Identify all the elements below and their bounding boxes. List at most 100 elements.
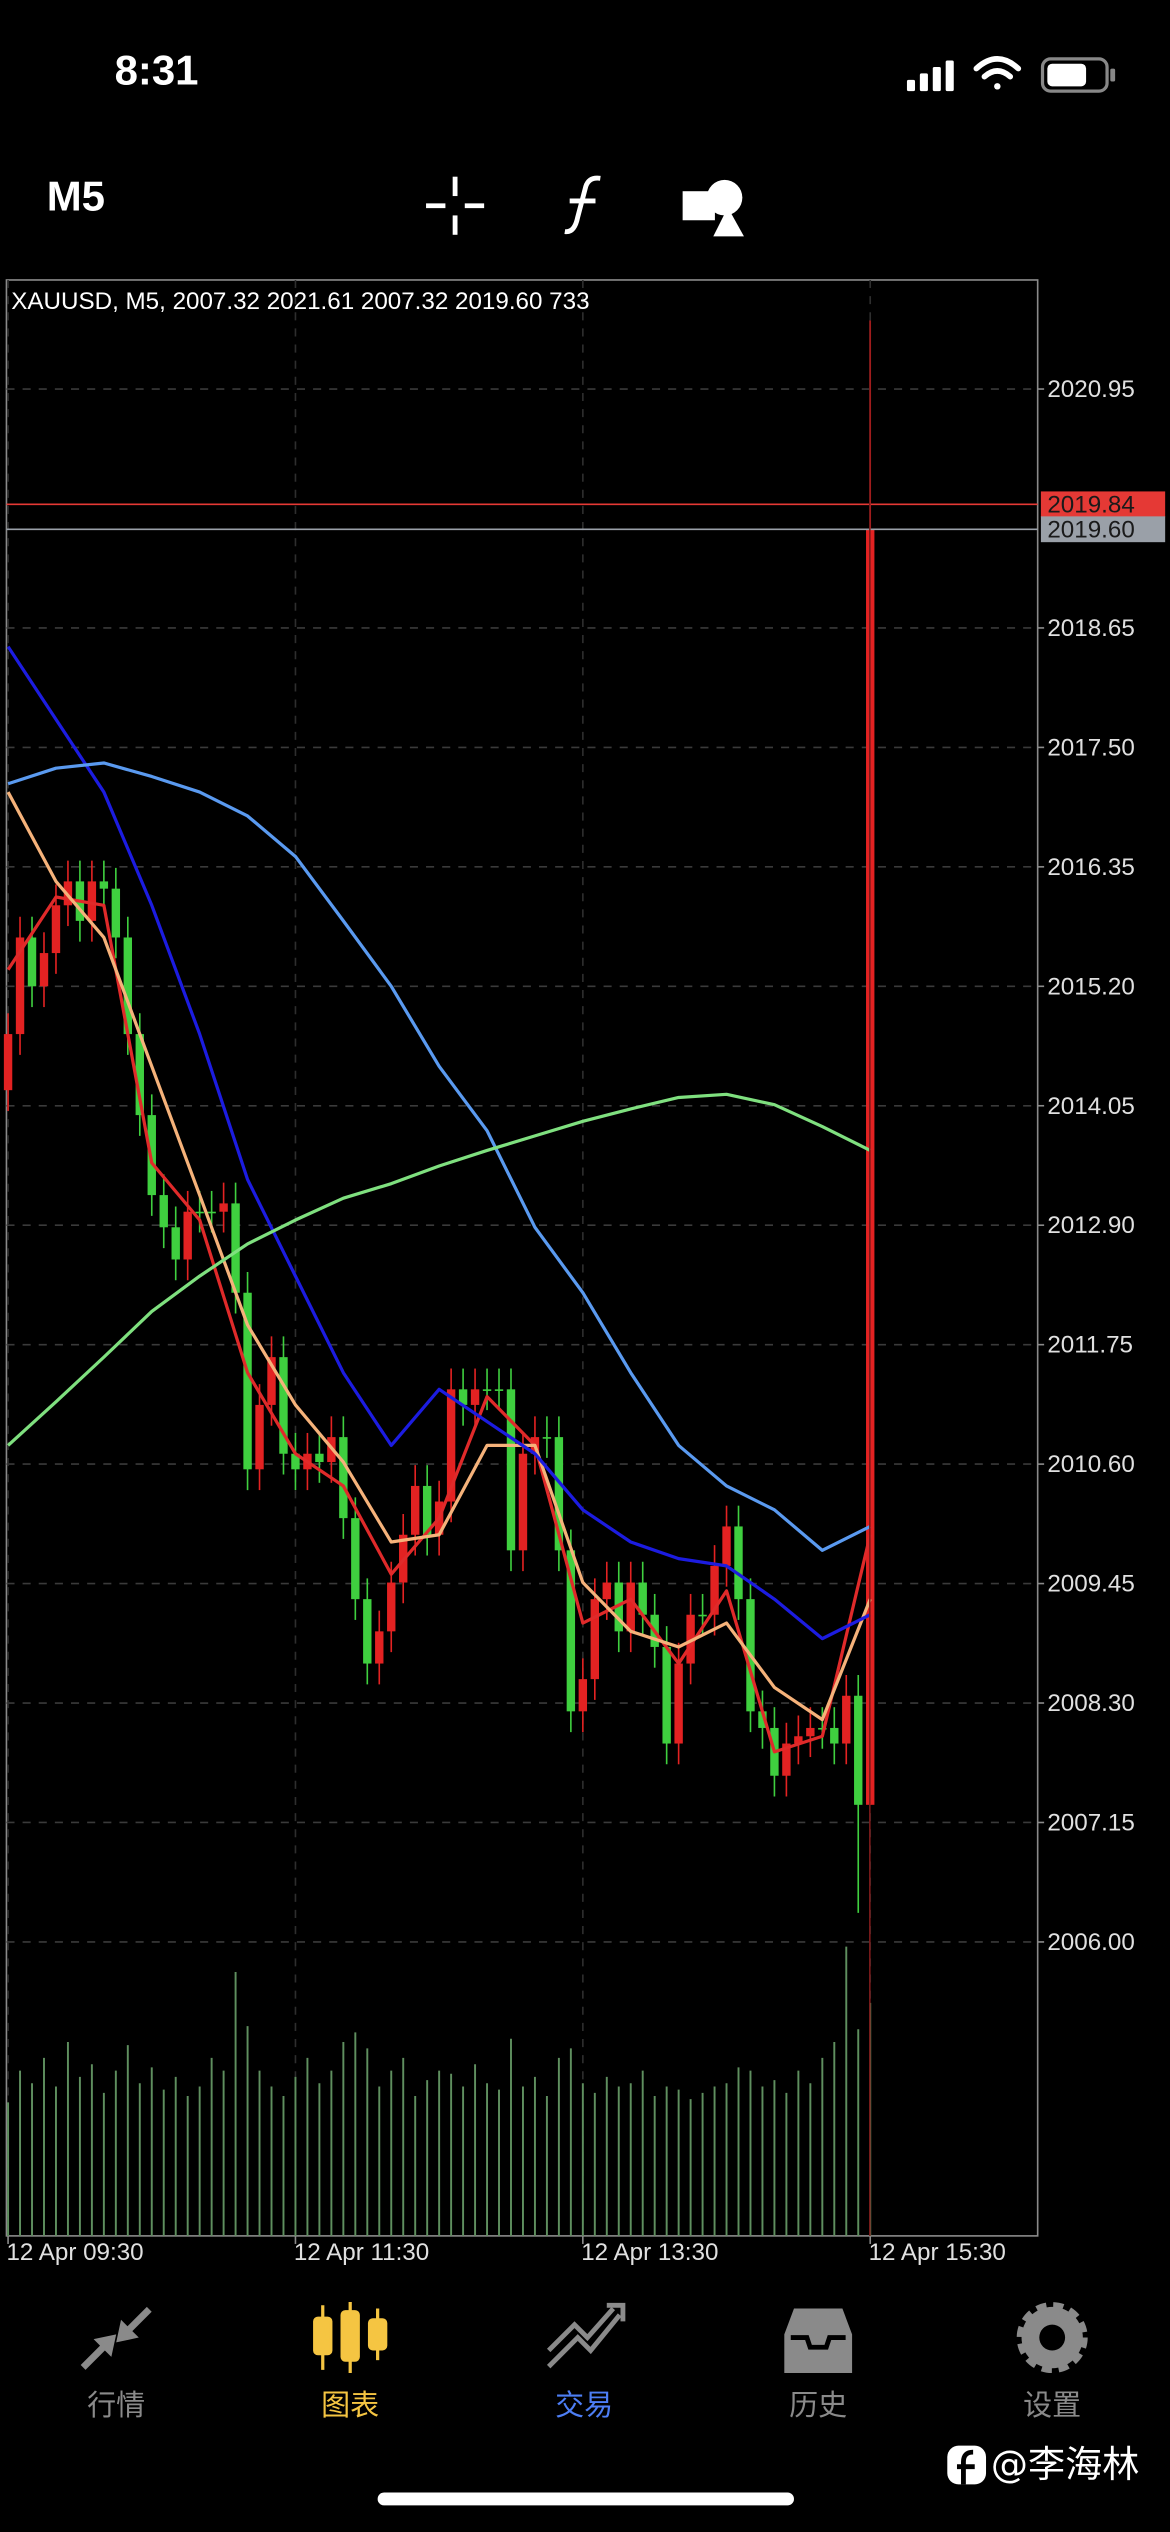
candle-body — [830, 1727, 839, 1744]
candle-body — [351, 1518, 360, 1600]
candle-body — [27, 937, 37, 987]
y-tick-label: 2016.35 — [1047, 854, 1134, 881]
y-tick-label: 2015.20 — [1047, 973, 1134, 1000]
candle-body — [782, 1743, 791, 1776]
y-tick-label: 2008.30 — [1047, 1690, 1134, 1717]
candle-body — [626, 1582, 635, 1632]
candle-body — [494, 1389, 504, 1391]
y-tick-label: 2012.90 — [1047, 1212, 1134, 1239]
status-time: 8:31 — [115, 46, 199, 93]
y-tick-label: 2014.05 — [1047, 1093, 1134, 1120]
moving-average — [6, 1092, 871, 1447]
tab-trade-icon[interactable] — [546, 2302, 626, 2369]
y-tick-label: 2018.65 — [1047, 615, 1134, 642]
candle-body — [818, 1727, 827, 1730]
candle-body — [674, 1663, 683, 1744]
tab-label[interactable]: 图表 — [321, 2388, 379, 2422]
candle-body — [638, 1582, 647, 1615]
candle-body — [267, 1357, 276, 1405]
x-tick-label: 12 Apr 09:30 — [6, 2239, 143, 2266]
moving-average — [7, 761, 871, 1552]
y-tick-label: 2010.60 — [1047, 1451, 1134, 1478]
candle-body — [315, 1453, 324, 1463]
candle-body — [698, 1614, 707, 1617]
candle-body — [518, 1453, 528, 1551]
watermark: @李海林 — [991, 2443, 1139, 2486]
candle-body — [662, 1646, 671, 1744]
candle-body — [794, 1736, 803, 1744]
candle-body — [602, 1582, 611, 1600]
candle-body — [123, 937, 133, 1035]
indicators-button[interactable] — [564, 175, 601, 235]
wifi-icon — [973, 56, 1022, 90]
candle-body — [195, 1211, 204, 1214]
tab-settings-icon[interactable] — [1016, 2302, 1088, 2374]
candle-body — [590, 1599, 600, 1680]
candle-body — [183, 1211, 192, 1260]
tab-label[interactable]: 交易 — [555, 2388, 613, 2422]
candle-body — [806, 1727, 815, 1737]
tab-quotes-icon[interactable] — [80, 2306, 152, 2370]
x-tick-label: 12 Apr 13:30 — [581, 2239, 718, 2266]
tab-label[interactable]: 设置 — [1023, 2388, 1081, 2422]
candle-body — [255, 1404, 264, 1470]
watermark-icon — [947, 2445, 987, 2485]
candle-body — [722, 1526, 731, 1566]
signal-icon — [906, 60, 954, 92]
moving-average — [6, 791, 872, 1722]
price-label: 2019.60 — [1047, 516, 1134, 543]
tab-chart-icon[interactable] — [313, 2302, 388, 2374]
candle-body — [686, 1614, 695, 1664]
y-tick-label: 2009.45 — [1047, 1571, 1134, 1598]
candle-body — [291, 1453, 300, 1470]
moving-average — [6, 895, 872, 1754]
chart-title: XAUUSD, M5, 2007.32 2021.61 2007.32 2019… — [11, 288, 589, 315]
candle-body — [243, 1292, 252, 1470]
x-tick-label: 12 Apr 11:30 — [294, 2239, 429, 2266]
timeframe-button[interactable]: M5 — [47, 172, 105, 219]
candle-body — [842, 1695, 851, 1744]
y-tick-label: 2011.75 — [1047, 1332, 1133, 1359]
candle-body — [87, 881, 97, 921]
x-tick-label: 12 Apr 15:30 — [869, 2239, 1006, 2266]
tab-label[interactable]: 历史 — [789, 2388, 847, 2422]
crosshair-button[interactable] — [426, 176, 485, 235]
y-tick-label: 2020.95 — [1047, 376, 1134, 403]
y-tick-label: 2017.50 — [1047, 734, 1134, 761]
candle-body — [171, 1227, 180, 1260]
candle-body — [135, 1034, 144, 1116]
candle-body — [506, 1389, 516, 1551]
candle-body — [15, 937, 25, 1035]
candle-body — [159, 1195, 168, 1228]
candle-body — [554, 1437, 564, 1551]
candle-body — [614, 1582, 623, 1632]
candle-body — [387, 1582, 396, 1632]
candle-body — [363, 1599, 372, 1664]
candle-body — [279, 1357, 288, 1454]
tab-history-icon[interactable] — [784, 2308, 853, 2374]
candle-body — [710, 1565, 719, 1615]
candle-body — [446, 1389, 456, 1502]
candle-body — [3, 1034, 13, 1091]
home-indicator — [377, 2492, 794, 2506]
price-label: 2019.84 — [1047, 491, 1134, 518]
price-label-box — [1040, 516, 1166, 543]
objects-button[interactable] — [682, 179, 744, 237]
candle-body — [482, 1389, 492, 1391]
candle-body — [578, 1679, 588, 1712]
price-label-box — [1040, 491, 1166, 518]
candle-body — [375, 1631, 384, 1664]
candle-body — [111, 888, 121, 938]
candle-body — [542, 1437, 552, 1439]
candle-body — [231, 1203, 240, 1293]
y-tick-label: 2006.00 — [1047, 1929, 1134, 1956]
candle-body — [51, 905, 61, 954]
y-tick-label: 2007.15 — [1047, 1809, 1134, 1836]
candle-body — [411, 1485, 420, 1535]
candle-body — [207, 1211, 216, 1214]
tab-label[interactable]: 行情 — [87, 2388, 145, 2422]
candle-body — [422, 1485, 432, 1535]
